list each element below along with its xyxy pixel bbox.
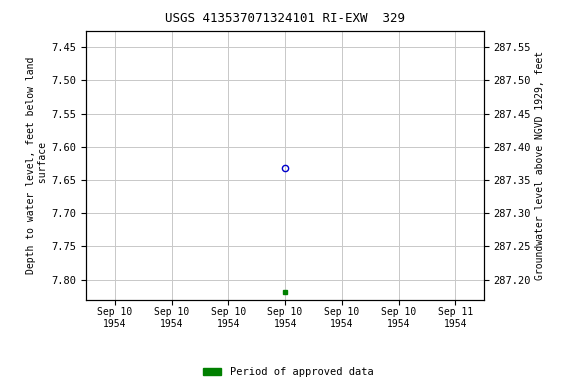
Y-axis label: Depth to water level, feet below land
 surface: Depth to water level, feet below land su… [26, 56, 47, 274]
Legend: Period of approved data: Period of approved data [203, 367, 373, 377]
Y-axis label: Groundwater level above NGVD 1929, feet: Groundwater level above NGVD 1929, feet [535, 51, 545, 280]
Title: USGS 413537071324101 RI-EXW  329: USGS 413537071324101 RI-EXW 329 [165, 12, 405, 25]
